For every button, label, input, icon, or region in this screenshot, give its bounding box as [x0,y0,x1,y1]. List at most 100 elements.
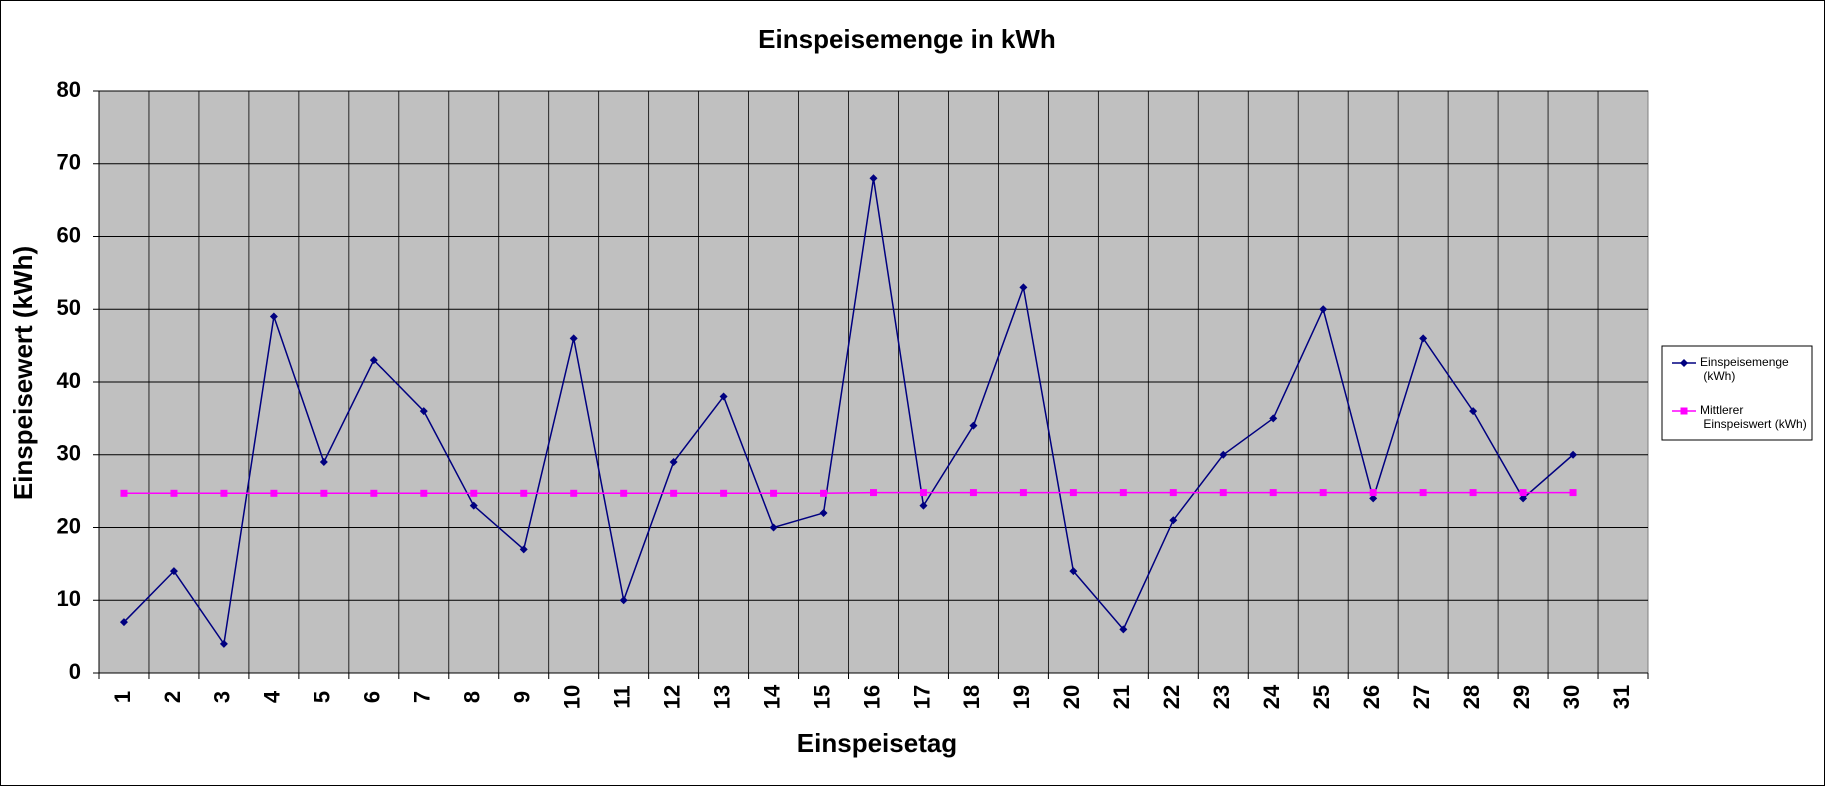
point [1219,450,1228,459]
point [869,174,878,183]
legend-marker [1680,407,1688,415]
x-tick-label: 20 [1059,685,1084,709]
point [1119,489,1127,497]
point [670,489,678,497]
point [1569,450,1578,459]
point [319,458,328,467]
y-tick-label: 40 [57,368,81,393]
x-tick-label: 8 [460,691,485,703]
point [1069,489,1077,497]
point [419,407,428,416]
x-tick-label: 27 [1409,685,1434,709]
x-tick-label: 22 [1159,685,1184,709]
point [470,489,478,497]
point [969,421,978,430]
point [620,489,628,497]
point [1169,516,1178,525]
x-tick-label: 29 [1509,685,1534,709]
x-tick-label: 28 [1459,685,1484,709]
x-tick-label: 9 [510,691,535,703]
x-tick-label: 6 [360,691,385,703]
point [219,639,228,648]
point [719,392,728,401]
point [819,508,828,517]
x-tick-label: 7 [410,691,435,703]
y-tick-label: 30 [57,441,81,466]
x-tick-label: 26 [1359,685,1384,709]
point [1419,334,1428,343]
point [169,567,178,576]
point [320,489,328,497]
series-line [123,178,1574,646]
legend-label: Einspeisemenge (kWh) [1700,355,1789,383]
x-tick-label: 31 [1609,685,1634,709]
legend-box [1661,345,1813,441]
point [1319,305,1328,314]
point [1069,567,1078,576]
point [1019,489,1027,497]
x-tick-label: 11 [609,685,634,708]
x-tick-label: 13 [709,685,734,709]
x-tick-label: 18 [959,685,984,709]
point [1019,283,1028,292]
point [619,596,628,605]
point [1369,489,1377,497]
point [269,312,278,321]
point [569,334,578,343]
point [1269,489,1277,497]
point [270,489,278,497]
point [669,458,678,467]
x-tick-label: 1 [110,691,135,703]
point [1469,489,1477,497]
point [770,489,778,497]
point [119,618,128,627]
y-axis-label: Einspeisewert (kWh) [8,246,38,500]
point [120,489,128,497]
point [1519,494,1528,503]
point [1269,414,1278,423]
point [520,489,528,497]
point [870,489,877,497]
point [969,489,977,497]
point [369,356,378,365]
x-tick-label: 24 [1259,684,1284,709]
y-tick-label: 10 [57,586,81,611]
y-tick-label: 20 [57,513,81,538]
point [919,489,927,497]
point [1119,625,1128,634]
x-tick-label: 10 [560,685,585,709]
x-tick-label: 3 [210,691,235,703]
x-tick-label: 30 [1559,685,1584,709]
point [1369,494,1378,503]
point [170,489,178,497]
point [1219,489,1227,497]
y-tick-label: 70 [57,150,81,175]
x-tick-label: 4 [260,690,285,703]
x-tick-label: 2 [160,691,185,703]
point [769,523,778,532]
y-tick-label: 60 [57,222,81,247]
x-tick-label: 17 [909,685,934,709]
point [720,489,728,497]
point [420,489,428,497]
x-tick-label: 16 [859,685,884,709]
point [570,489,578,497]
x-tick-label: 23 [1209,685,1234,709]
legend-marker [1680,359,1688,367]
y-tick-label: 0 [69,659,81,684]
x-tick-label: 21 [1109,685,1134,709]
y-tick-label: 50 [57,295,81,320]
point [1519,489,1527,497]
point [1319,489,1327,497]
x-tick-label: 5 [310,691,335,703]
x-tick-label: 15 [809,685,834,709]
x-tick-label: 14 [759,684,784,709]
point [820,489,828,497]
point [220,489,228,497]
x-tick-label: 25 [1309,685,1334,709]
point [1569,489,1577,497]
y-tick-label: 80 [57,77,81,102]
point [1169,489,1177,497]
point [370,489,378,497]
